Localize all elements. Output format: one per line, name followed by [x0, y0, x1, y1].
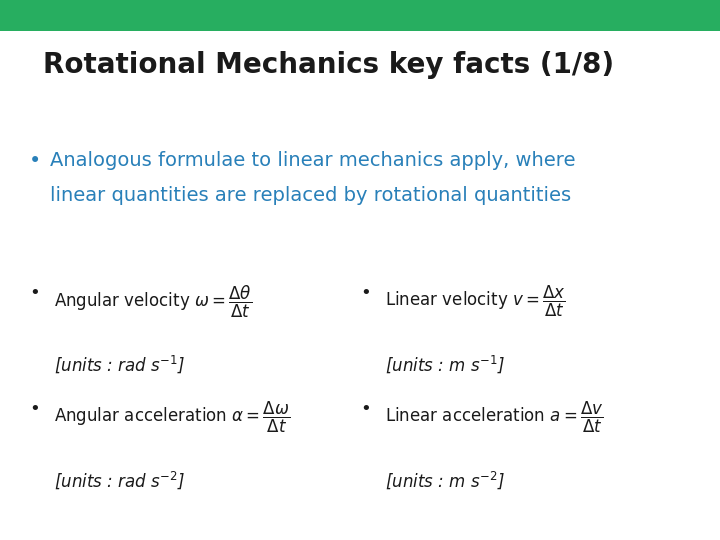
Text: Linear velocity $v = \dfrac{\Delta x}{\Delta t}$: Linear velocity $v = \dfrac{\Delta x}{\D…	[385, 284, 566, 319]
Text: •: •	[360, 400, 371, 417]
Text: Angular velocity $\omega = \dfrac{\Delta\theta}{\Delta t}$: Angular velocity $\omega = \dfrac{\Delta…	[54, 284, 252, 320]
Text: linear quantities are replaced by rotational quantities: linear quantities are replaced by rotati…	[50, 186, 572, 205]
Text: Angular acceleration $\alpha = \dfrac{\Delta\omega}{\Delta t}$: Angular acceleration $\alpha = \dfrac{\D…	[54, 400, 290, 435]
Text: [units : $\mathit{m}\ \mathit{s}^{-1}$]: [units : $\mathit{m}\ \mathit{s}^{-1}$]	[385, 354, 505, 375]
Bar	[0, 0, 720, 31]
Text: [units : $\mathit{m}\ \mathit{s}^{-2}$]: [units : $\mathit{m}\ \mathit{s}^{-2}$]	[385, 470, 505, 491]
Text: •: •	[29, 151, 41, 171]
Text: Linear acceleration $a = \dfrac{\Delta v}{\Delta t}$: Linear acceleration $a = \dfrac{\Delta v…	[385, 400, 604, 435]
Text: •: •	[29, 284, 40, 301]
Text: [units : $\mathit{rad}\ \mathit{s}^{-2}$]: [units : $\mathit{rad}\ \mathit{s}^{-2}$…	[54, 470, 185, 491]
Text: •: •	[29, 400, 40, 417]
Text: [units : $\mathit{rad}\ \mathit{s}^{-1}$]: [units : $\mathit{rad}\ \mathit{s}^{-1}$…	[54, 354, 185, 375]
Text: Rotational Mechanics key facts (1/8): Rotational Mechanics key facts (1/8)	[43, 51, 614, 79]
Text: •: •	[360, 284, 371, 301]
Text: Analogous formulae to linear mechanics apply, where: Analogous formulae to linear mechanics a…	[50, 151, 576, 170]
